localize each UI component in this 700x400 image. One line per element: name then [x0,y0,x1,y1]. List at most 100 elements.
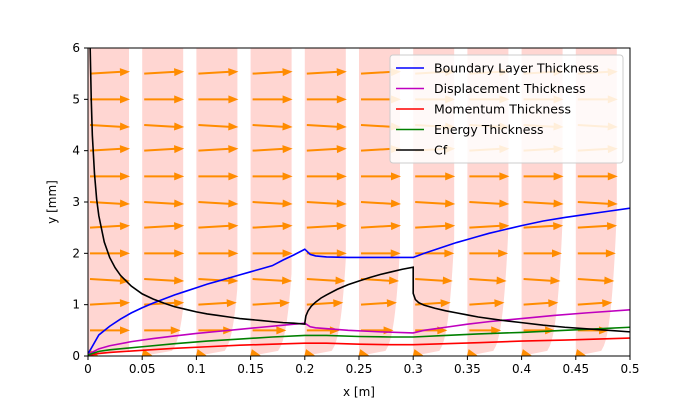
velocity-arrow-head [120,326,130,335]
velocity-arrow-shaft [469,224,504,229]
velocity-arrow-head [282,172,293,181]
legend-label-4: Cf [434,143,448,158]
velocity-arrow-head [276,326,287,335]
velocity-arrow-head [282,249,293,258]
y-tick-label: 2 [72,246,80,260]
velocity-arrow-shaft [144,224,179,229]
velocity-arrow-shaft [415,224,450,229]
velocity-arrow-head [119,299,130,308]
velocity-arrow-head [120,249,130,258]
velocity-arrow-head [119,199,130,208]
x-tick-label: 0.4 [512,362,531,376]
velocity-arrow-shaft [415,278,447,282]
velocity-arrow-shaft [577,301,607,306]
legend-label-2: Momentum Thickness [434,102,571,117]
velocity-arrow-shaft [469,201,504,205]
velocity-arrow-shaft [469,301,499,306]
velocity-arrow-head [335,276,346,285]
velocity-arrow-head [282,199,293,208]
velocity-arrow-shaft [577,201,612,205]
velocity-arrow-shaft [469,278,501,282]
y-tick-label: 3 [72,195,80,209]
velocity-arrow-shaft [144,278,179,282]
velocity-arrow-head [250,349,261,356]
velocity-arrow-shaft [89,301,125,306]
velocity-arrow-head [228,199,239,208]
legend-label-1: Displacement Thickness [434,81,586,96]
velocity-arrow-shaft [198,124,233,128]
velocity-arrow-head [466,349,478,356]
velocity-arrow-head [388,276,400,285]
velocity-arrow-head [279,299,290,308]
velocity-arrow-head [195,349,207,356]
velocity-arrow-head [445,222,456,231]
velocity-arrow-head [553,222,564,231]
velocity-arrow-head [282,95,293,104]
velocity-arrow-head [228,122,239,131]
velocity-arrow-head [548,299,559,308]
plot-area: 0 0.05 0.1 0.15 0.2 0.25 0.3 0.35 0.4 0.45 0.5 0 1 2 3… [45,41,640,399]
velocity-arrow-head [228,249,239,258]
velocity-arrow-head [606,222,618,231]
velocity-arrow-shaft [306,124,341,128]
y-tick-label: 4 [72,144,80,158]
x-tick-label: 0 [84,362,92,376]
velocity-arrow-head [605,249,616,258]
x-tick-label: 0.35 [454,362,481,376]
velocity-arrow-shaft [360,301,392,306]
legend-label-0: Boundary Layer Thickness [434,61,599,76]
velocity-arrow-shaft [523,224,558,229]
velocity-arrow-shaft [360,70,396,75]
velocity-arrows [88,68,618,356]
velocity-arrow-head [174,299,185,308]
velocity-arrow-head [170,326,181,335]
series-line-boundary-layer-thickness [88,207,630,355]
velocity-arrow-head [496,276,507,285]
velocity-arrow-shaft [198,70,233,75]
velocity-arrow-head [174,122,185,131]
velocity-arrow-shaft [89,70,125,75]
velocity-arrow-head [607,172,618,181]
y-tick-label: 5 [72,92,80,106]
velocity-arrow-shaft [198,201,233,205]
y-tick-label: 6 [72,41,80,55]
velocity-arrow-head [442,276,453,285]
x-tick-label: 0.1 [187,362,206,376]
velocity-arrow-shaft [198,301,231,306]
velocity-arrow-head [228,276,239,285]
velocity-arrow-shaft [198,147,233,152]
velocity-arrow-shaft [89,147,125,152]
velocity-arrow-head [336,172,347,181]
velocity-arrow-head [358,349,369,356]
velocity-arrow-head [553,199,564,208]
velocity-arrow-head [174,199,185,208]
velocity-arrow-shaft [144,70,179,75]
velocity-arrow-head [336,199,347,208]
velocity-arrow-head [499,222,510,231]
velocity-arrow-shaft [306,278,340,282]
velocity-arrow-head [445,172,456,181]
x-tick-label: 0.45 [562,362,589,376]
velocity-arrow-head [602,299,613,308]
velocity-arrow-head [119,145,130,154]
velocity-arrow-head [336,222,347,231]
velocity-arrow-head [119,122,130,131]
velocity-arrow-shaft [360,147,396,152]
velocity-arrow-head [391,172,401,181]
velocity-arrow-head [390,199,401,208]
velocity-arrow-shaft [144,147,179,152]
velocity-arrow-shaft [89,201,125,205]
series-line-energy-thickness [88,326,630,356]
velocity-arrow-head [499,199,510,208]
velocity-arrow-shaft [360,124,396,128]
velocity-arrow-head [174,172,185,181]
velocity-arrow-head [174,276,185,285]
y-tick-label: 1 [72,298,80,312]
velocity-arrow-shaft [252,224,287,229]
velocity-arrow-shaft [89,124,125,128]
x-tick-label: 0.2 [295,362,314,376]
velocity-arrow-shaft [360,224,396,229]
velocity-arrow-head [228,95,239,104]
velocity-arrow-shaft [360,201,396,205]
